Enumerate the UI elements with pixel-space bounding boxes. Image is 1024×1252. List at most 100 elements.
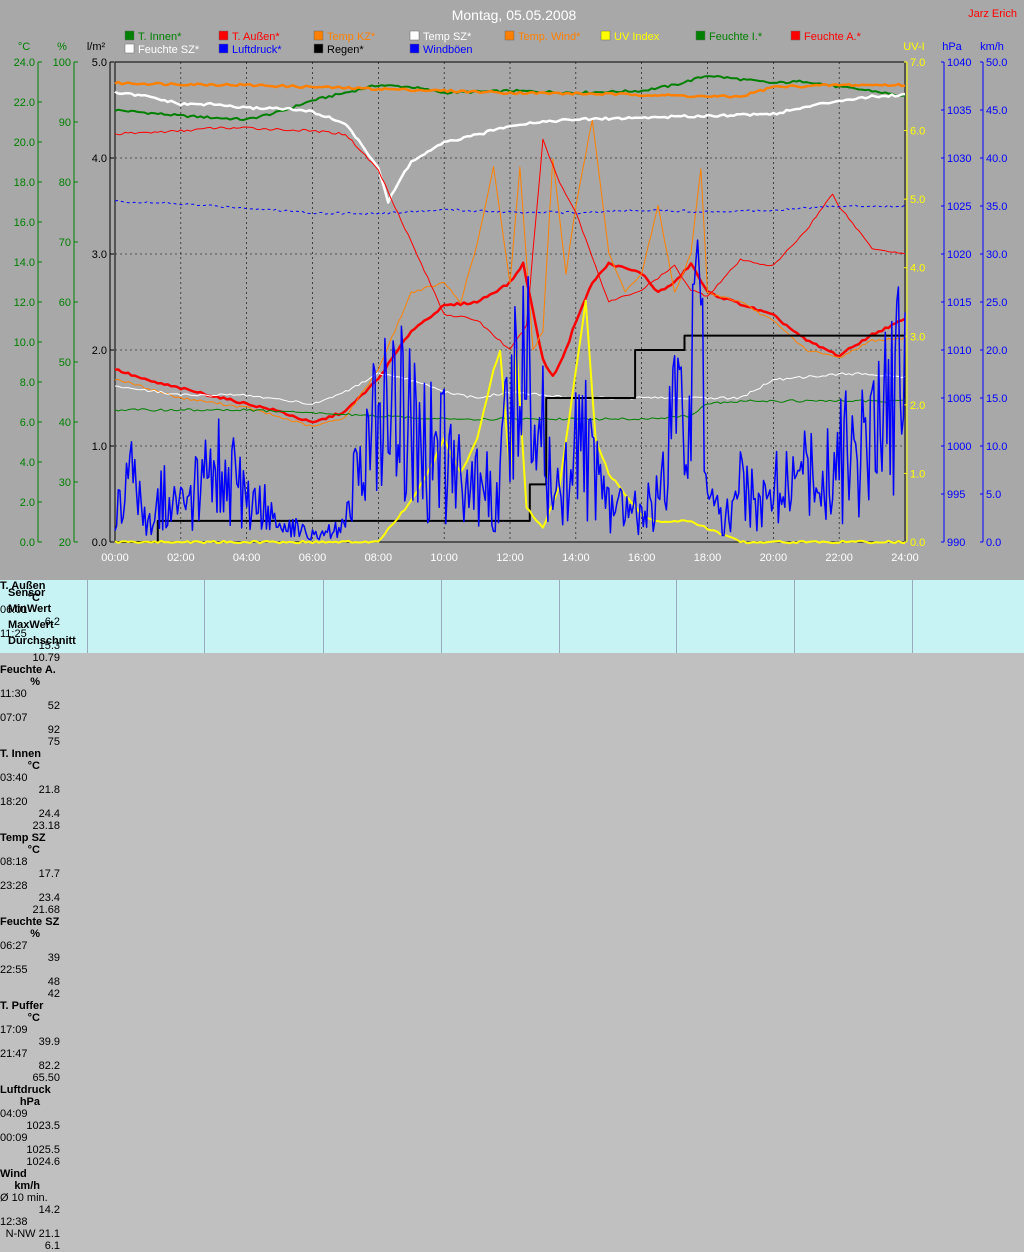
stats-max-time: 11:25 — [0, 628, 27, 640]
stats-min-value: 52 — [47, 700, 60, 712]
legend-label: T. Außen* — [232, 31, 280, 43]
stats-min-time: 17:09 — [0, 1024, 28, 1036]
legend-label: Temp KZ* — [327, 31, 376, 43]
axis-label-wind: 40.0 — [986, 153, 1007, 165]
stats-average: 42 — [47, 988, 60, 1000]
axis-label-uv: 4.0 — [910, 263, 925, 275]
stats-min-time: 06:27 — [0, 940, 28, 952]
stats-min-time: 11:30 — [0, 688, 27, 700]
series-line-feuchte-a- — [114, 126, 906, 350]
series-line-temp-kz- — [114, 80, 906, 99]
stats-col-unit: °C — [27, 592, 40, 604]
author-label: Jarz Erich — [968, 8, 1017, 20]
x-tick-label: 16:00 — [628, 552, 656, 564]
x-tick-label: 14:00 — [562, 552, 590, 564]
stats-min-time: 06:01 — [0, 604, 28, 616]
axis-label-celsius: 10.0 — [14, 337, 35, 349]
stats-separator — [204, 580, 205, 653]
stats-min-value: 6.2 — [44, 616, 60, 628]
x-tick-label: 10:00 — [430, 552, 458, 564]
axis-label-percent: 100 — [53, 57, 71, 69]
stats-separator — [794, 580, 795, 653]
axis-label-uv: 6.0 — [910, 126, 925, 138]
axis-label-rain: 3.0 — [92, 249, 107, 261]
stats-separator — [87, 580, 88, 653]
axis-label-celsius: 6.0 — [20, 417, 35, 429]
legend-swatch — [600, 30, 611, 41]
axis-label-pressure: 1015 — [947, 297, 971, 309]
x-tick-label: 24:00 — [891, 552, 919, 564]
axis-label-pressure: 1005 — [947, 393, 971, 405]
stats-max-value: 92 — [47, 724, 60, 736]
axis-label-uv: 5.0 — [910, 194, 925, 206]
legend-swatch — [695, 30, 706, 41]
legend-label: Regen* — [327, 44, 364, 56]
axis-label-pressure: 1035 — [947, 105, 971, 117]
axis-label-wind: 25.0 — [986, 297, 1007, 309]
legend-label: Feuchte A.* — [804, 31, 862, 43]
x-tick-label: 04:00 — [233, 552, 261, 564]
axis-label-rain: 1.0 — [92, 441, 107, 453]
axis-unit-pressure: hPa — [942, 41, 962, 53]
axis-label-celsius: 24.0 — [14, 57, 35, 69]
legend-label: Feuchte SZ* — [138, 44, 200, 56]
axis-label-wind: 20.0 — [986, 345, 1007, 357]
legend-swatch — [124, 43, 135, 54]
axis-label-celsius: 14.0 — [14, 257, 35, 269]
x-tick-label: 20:00 — [760, 552, 788, 564]
x-tick-label: 06:00 — [299, 552, 327, 564]
stats-col-unit: °C — [27, 760, 40, 772]
axis-label-uv: 7.0 — [910, 57, 925, 69]
legend-label: Luftdruck* — [232, 44, 282, 56]
axis-label-celsius: 16.0 — [14, 217, 35, 229]
stats-max-time: 23:28 — [0, 880, 28, 892]
x-tick-label: 18:00 — [694, 552, 722, 564]
stats-min-time: Ø 10 min. — [0, 1192, 48, 1204]
x-tick-label: 22:00 — [825, 552, 853, 564]
series-line-luftdruck- — [114, 200, 906, 215]
axis-label-wind: 45.0 — [986, 105, 1007, 117]
stats-max-time: 12:38 — [0, 1216, 28, 1228]
stats-average: 21.68 — [32, 904, 60, 916]
series-line-feuchte-sz- — [114, 372, 906, 405]
axis-label-percent: 20 — [59, 537, 71, 549]
axis-label-celsius: 18.0 — [14, 177, 35, 189]
legend-swatch — [409, 43, 420, 54]
stats-min-value: 14.2 — [38, 1204, 60, 1216]
stats-col-unit: km/h — [14, 1180, 40, 1192]
axis-label-uv: 3.0 — [910, 331, 925, 343]
stats-max-time: 07:07 — [0, 712, 28, 724]
axis-label-wind: 10.0 — [986, 441, 1007, 453]
axis-label-percent: 80 — [59, 177, 71, 189]
axis-units: °C% l/m² UV-I hPa km/h — [18, 41, 1004, 53]
stats-col-unit: °C — [27, 1012, 40, 1024]
axis-label-rain: 4.0 — [92, 153, 107, 165]
stats-row-label: Durchschnitt — [8, 635, 76, 647]
stats-min-time: 08:18 — [0, 856, 28, 868]
axis-label-percent: 40 — [59, 417, 71, 429]
axis-label-celsius: 4.0 — [20, 457, 35, 469]
axis-label-percent: 60 — [59, 297, 71, 309]
axis-label-pressure: 1020 — [947, 249, 971, 261]
axis-unit-rain: l/m² — [87, 41, 106, 53]
axis-label-wind: 15.0 — [986, 393, 1007, 405]
legend-swatch — [124, 30, 135, 41]
axis-label-pressure: 1025 — [947, 201, 971, 213]
stats-separator — [323, 580, 324, 653]
stats-min-value: 17.7 — [38, 868, 60, 880]
axis-label-rain: 5.0 — [92, 57, 107, 69]
legend-swatch — [790, 30, 801, 41]
stats-col-name: T. Außen — [0, 580, 46, 592]
legend-swatch — [313, 30, 324, 41]
axis-label-celsius: 8.0 — [20, 377, 35, 389]
stats-col-name: Luftdruck — [0, 1084, 51, 1096]
axis-label-wind: 0.0 — [986, 537, 1001, 549]
legend-swatch — [504, 30, 515, 41]
axis-label-rain: 0.0 — [92, 537, 107, 549]
stats-row-label: Sensor — [8, 587, 46, 599]
stats-min-value: 39 — [47, 952, 60, 964]
stats-col-unit: hPa — [19, 1096, 40, 1108]
series-line-feuchte-i- — [114, 399, 906, 421]
axis-label-uv: 0.0 — [910, 537, 925, 549]
axis-label-percent: 50 — [59, 357, 71, 369]
